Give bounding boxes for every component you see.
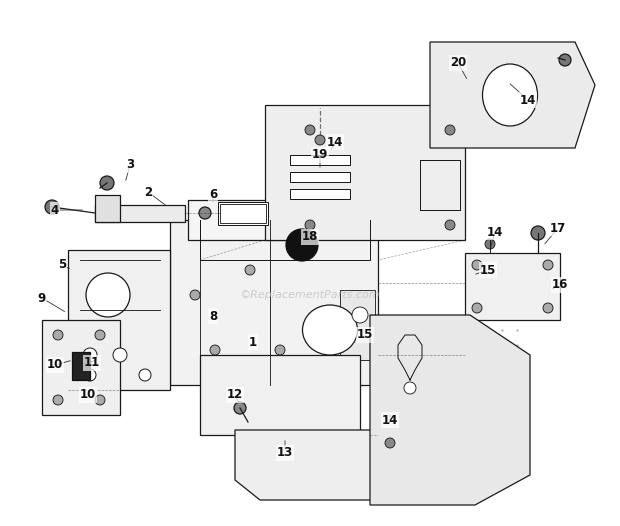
Polygon shape	[95, 195, 120, 222]
Text: 15: 15	[480, 264, 496, 277]
Text: 19: 19	[312, 148, 328, 161]
Circle shape	[445, 220, 455, 230]
Circle shape	[86, 273, 130, 317]
Circle shape	[210, 345, 220, 355]
Text: 20: 20	[450, 56, 466, 69]
Text: 17: 17	[550, 221, 566, 235]
Circle shape	[472, 260, 482, 270]
Text: ©ReplacementParts.com: ©ReplacementParts.com	[240, 290, 380, 300]
Text: 6: 6	[209, 188, 217, 201]
Circle shape	[190, 290, 200, 300]
Polygon shape	[42, 320, 120, 415]
Polygon shape	[370, 315, 530, 505]
Polygon shape	[430, 42, 595, 148]
Text: 10: 10	[47, 359, 63, 371]
Text: 14: 14	[487, 226, 503, 238]
Circle shape	[305, 125, 315, 135]
Text: 14: 14	[382, 413, 398, 427]
Polygon shape	[465, 253, 560, 320]
Circle shape	[352, 307, 368, 323]
Circle shape	[543, 303, 553, 313]
Polygon shape	[220, 204, 266, 223]
Circle shape	[113, 348, 127, 362]
Polygon shape	[170, 220, 378, 385]
Text: 14: 14	[520, 94, 536, 106]
Ellipse shape	[303, 305, 358, 355]
Text: 5: 5	[58, 258, 66, 271]
Text: 10: 10	[80, 389, 96, 401]
Text: 8: 8	[209, 309, 217, 322]
Polygon shape	[265, 105, 465, 240]
Circle shape	[84, 369, 96, 381]
Circle shape	[45, 200, 59, 214]
Text: 3: 3	[126, 158, 134, 171]
Text: 2: 2	[144, 186, 152, 198]
Text: 11: 11	[84, 357, 100, 369]
Circle shape	[139, 369, 151, 381]
Circle shape	[95, 330, 105, 340]
Circle shape	[559, 54, 571, 66]
Circle shape	[275, 345, 285, 355]
Circle shape	[199, 207, 211, 219]
Circle shape	[245, 265, 255, 275]
Polygon shape	[200, 355, 360, 435]
Circle shape	[531, 226, 545, 240]
Circle shape	[95, 395, 105, 405]
Polygon shape	[218, 202, 268, 225]
Polygon shape	[235, 430, 415, 500]
Polygon shape	[95, 205, 185, 222]
Circle shape	[385, 438, 395, 448]
Text: 1: 1	[249, 336, 257, 349]
Circle shape	[234, 402, 246, 414]
Circle shape	[485, 239, 495, 249]
Text: 12: 12	[227, 389, 243, 401]
Ellipse shape	[482, 64, 538, 126]
Circle shape	[83, 348, 97, 362]
Circle shape	[315, 135, 325, 145]
Circle shape	[404, 382, 416, 394]
Circle shape	[472, 303, 482, 313]
Text: 14: 14	[327, 136, 343, 148]
Circle shape	[445, 125, 455, 135]
Circle shape	[53, 330, 63, 340]
Bar	[290, 189, 350, 199]
Polygon shape	[340, 290, 375, 360]
Text: 18: 18	[302, 230, 318, 244]
Text: 13: 13	[277, 447, 293, 460]
Circle shape	[286, 229, 318, 261]
Circle shape	[305, 220, 315, 230]
Circle shape	[53, 395, 63, 405]
Polygon shape	[188, 200, 310, 240]
Text: 4: 4	[51, 204, 59, 217]
Polygon shape	[68, 250, 170, 390]
Bar	[72, 352, 90, 380]
Circle shape	[100, 176, 114, 190]
Text: 16: 16	[552, 278, 568, 291]
Text: 9: 9	[38, 291, 46, 305]
Text: 15: 15	[357, 329, 373, 341]
Bar	[290, 172, 350, 182]
Circle shape	[543, 260, 553, 270]
Bar	[290, 155, 350, 165]
